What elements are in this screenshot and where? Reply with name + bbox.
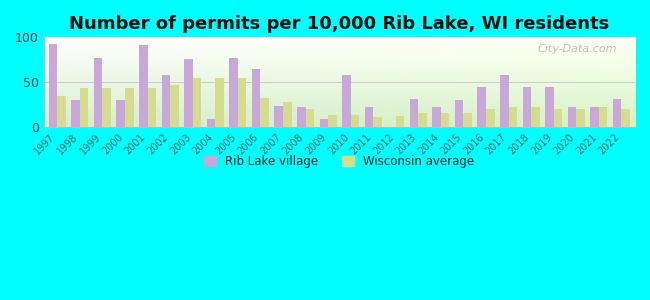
Bar xyxy=(419,113,427,127)
Bar xyxy=(103,88,111,127)
Bar xyxy=(238,78,246,127)
Bar xyxy=(342,75,350,127)
Bar xyxy=(139,44,148,127)
Bar xyxy=(72,100,80,127)
Bar xyxy=(396,116,404,127)
Bar xyxy=(192,78,202,127)
Bar xyxy=(554,109,562,127)
Bar xyxy=(261,98,269,127)
Bar xyxy=(373,117,382,127)
Bar xyxy=(432,107,441,127)
Bar xyxy=(350,115,359,127)
Bar xyxy=(320,119,328,127)
Bar xyxy=(410,99,419,127)
Bar xyxy=(328,115,337,127)
Bar xyxy=(613,99,621,127)
Bar xyxy=(283,102,292,127)
Bar xyxy=(116,100,125,127)
Legend: Rib Lake village, Wisconsin average: Rib Lake village, Wisconsin average xyxy=(200,151,479,173)
Bar xyxy=(478,87,486,127)
Text: City-Data.com: City-Data.com xyxy=(538,44,618,54)
Bar xyxy=(215,78,224,127)
Bar xyxy=(162,75,170,127)
Bar xyxy=(274,106,283,127)
Title: Number of permits per 10,000 Rib Lake, WI residents: Number of permits per 10,000 Rib Lake, W… xyxy=(70,15,610,33)
Bar xyxy=(306,109,314,127)
Bar xyxy=(523,87,531,127)
Bar xyxy=(486,109,495,127)
Bar xyxy=(94,58,103,127)
Bar xyxy=(531,107,540,127)
Bar xyxy=(590,107,599,127)
Bar xyxy=(170,85,179,127)
Bar xyxy=(545,87,554,127)
Bar xyxy=(57,96,66,127)
Bar xyxy=(184,59,192,127)
Bar xyxy=(148,88,156,127)
Bar xyxy=(621,109,630,127)
Bar xyxy=(365,107,373,127)
Bar xyxy=(252,69,261,127)
Bar xyxy=(500,75,508,127)
Bar xyxy=(441,113,450,127)
Bar xyxy=(125,88,133,127)
Bar xyxy=(508,107,517,127)
Bar xyxy=(463,113,472,127)
Bar xyxy=(49,44,57,127)
Bar xyxy=(567,107,577,127)
Bar xyxy=(297,107,306,127)
Bar xyxy=(229,58,238,127)
Bar xyxy=(577,109,585,127)
Bar xyxy=(207,119,215,127)
Bar xyxy=(80,88,88,127)
Bar xyxy=(455,100,463,127)
Bar xyxy=(599,107,608,127)
